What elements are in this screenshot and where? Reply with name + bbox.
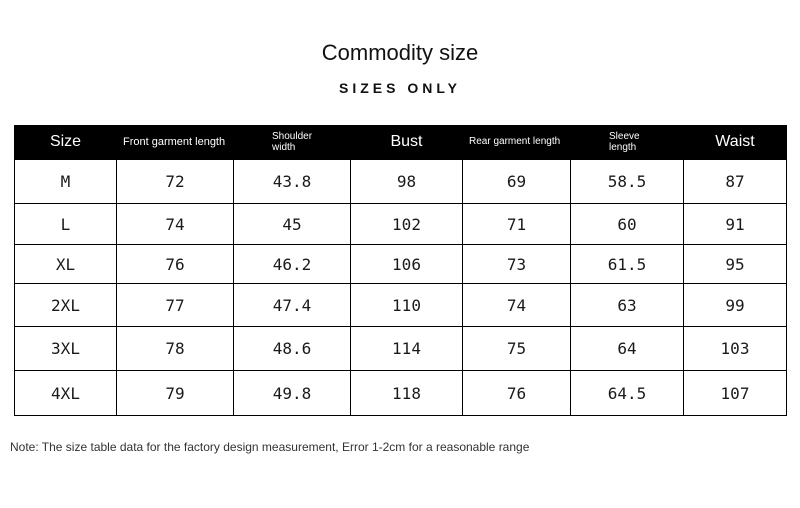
cell-rear-garment-length: 75 [462, 326, 571, 371]
cell-size: L [14, 203, 117, 245]
cell-waist: 99 [683, 283, 787, 327]
cell-sleeve-length: 61.5 [570, 244, 684, 284]
page-title: Commodity size [321, 40, 479, 65]
cell-shoulder-width: 48.6 [233, 326, 351, 371]
header-waist-label: Waist [715, 133, 755, 151]
header-shoulder-width: Shoulder width [233, 125, 351, 160]
cell-front-garment-length: 76 [116, 244, 234, 284]
header-size: Size [14, 125, 117, 160]
header-bust-label: Bust [390, 133, 423, 151]
cell-size: 4XL [14, 370, 117, 416]
cell-waist: 87 [683, 159, 787, 204]
cell-front-garment-length: 74 [116, 203, 234, 245]
cell-rear-garment-length: 69 [462, 159, 571, 204]
header-shoulder-width-line1: Shoulder [272, 131, 313, 142]
table-row: 3XL 78 48.6 114 75 64 103 [14, 326, 787, 371]
header-front-garment-length: Front garment length [116, 125, 234, 160]
cell-sleeve-length: 63 [570, 283, 684, 327]
cell-waist: 95 [683, 244, 787, 284]
cell-bust: 102 [350, 203, 463, 245]
cell-waist: 103 [683, 326, 787, 371]
cell-size: 3XL [14, 326, 117, 371]
header-rear-garment-length-label: Rear garment length [469, 136, 561, 148]
cell-waist: 107 [683, 370, 787, 416]
header-front-garment-length-label: Front garment length [123, 135, 226, 148]
table-row: M 72 43.8 98 69 58.5 87 [14, 159, 787, 204]
cell-bust: 106 [350, 244, 463, 284]
cell-bust: 118 [350, 370, 463, 416]
table-row: 4XL 79 49.8 118 76 64.5 107 [14, 370, 787, 416]
cell-sleeve-length: 58.5 [570, 159, 684, 204]
cell-shoulder-width: 47.4 [233, 283, 351, 327]
table-row: XL 76 46.2 106 73 61.5 95 [14, 244, 787, 284]
header-waist: Waist [683, 125, 787, 160]
cell-bust: 110 [350, 283, 463, 327]
cell-rear-garment-length: 74 [462, 283, 571, 327]
cell-bust: 114 [350, 326, 463, 371]
cell-rear-garment-length: 73 [462, 244, 571, 284]
cell-shoulder-width: 43.8 [233, 159, 351, 204]
cell-size: XL [14, 244, 117, 284]
header-sleeve-length-line1: Sleeve [609, 131, 640, 142]
cell-size: 2XL [14, 283, 117, 327]
cell-sleeve-length: 64.5 [570, 370, 684, 416]
header-shoulder-width-line2: width [272, 141, 296, 153]
table-row: L 74 45 102 71 60 91 [14, 203, 787, 245]
table-row: 2XL 77 47.4 110 74 63 99 [14, 283, 787, 327]
cell-front-garment-length: 72 [116, 159, 234, 204]
cell-waist: 91 [683, 203, 787, 245]
cell-front-garment-length: 78 [116, 326, 234, 371]
cell-sleeve-length: 64 [570, 326, 684, 371]
cell-sleeve-length: 60 [570, 203, 684, 245]
cell-rear-garment-length: 71 [462, 203, 571, 245]
cell-front-garment-length: 77 [116, 283, 234, 327]
header-size-label: Size [49, 133, 82, 151]
cell-rear-garment-length: 76 [462, 370, 571, 416]
header-bust: Bust [350, 125, 463, 160]
header-sleeve-length: Sleeve length [570, 125, 684, 160]
header-sleeve-length-line2: length [609, 141, 637, 153]
table-header-row: Size Front garment length Shoulder width… [14, 125, 787, 160]
size-chart-table: Size Front garment length Shoulder width… [14, 125, 787, 416]
page-subtitle: SIZES ONLY [339, 80, 461, 96]
cell-shoulder-width: 46.2 [233, 244, 351, 284]
cell-shoulder-width: 49.8 [233, 370, 351, 416]
cell-size: M [14, 159, 117, 204]
cell-shoulder-width: 45 [233, 203, 351, 245]
header-rear-garment-length: Rear garment length [462, 125, 571, 160]
cell-bust: 98 [350, 159, 463, 204]
cell-front-garment-length: 79 [116, 370, 234, 416]
measurement-note: Note: The size table data for the factor… [10, 440, 530, 454]
